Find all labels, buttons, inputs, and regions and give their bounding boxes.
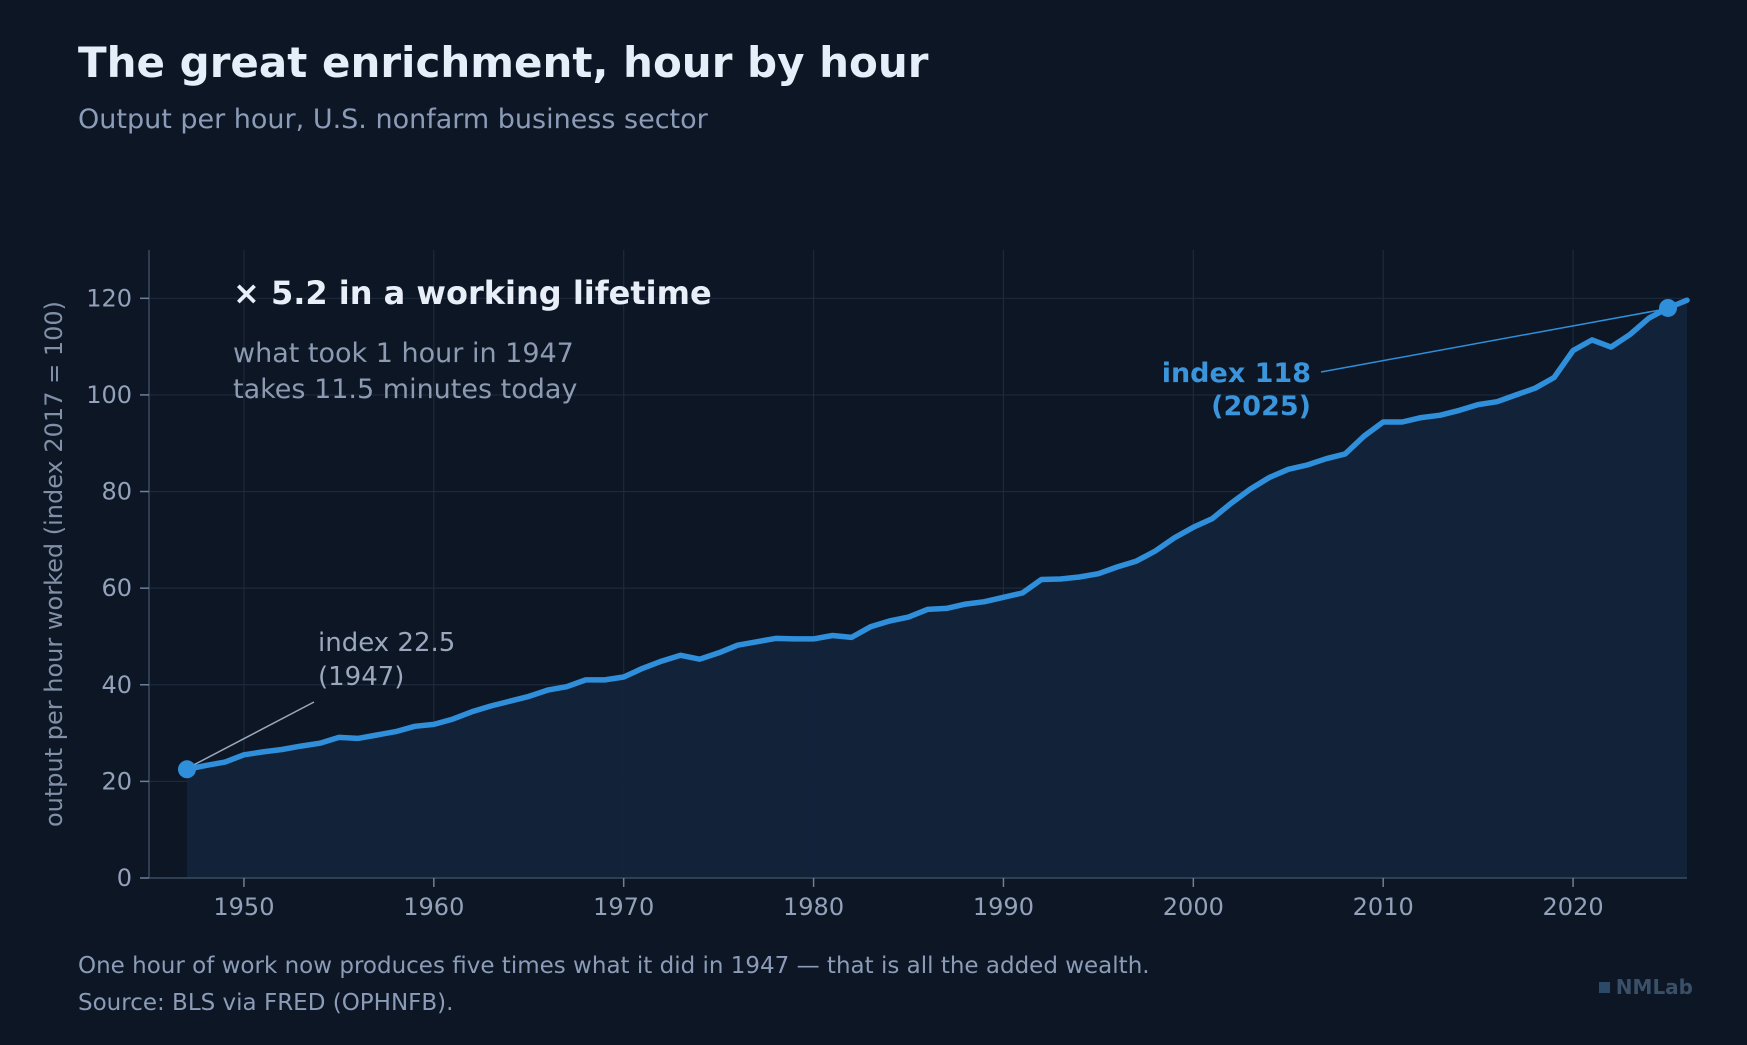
chart-subtitle: Output per hour, U.S. nonfarm business s… (78, 104, 708, 135)
end-leader-line (1320, 309, 1661, 373)
x-tick-label: 1960 (403, 893, 464, 921)
axes (148, 250, 1687, 879)
x-tick-label: 1950 (213, 893, 274, 921)
y-axis-ticks: 0 20 40 60 80 100 120 (86, 284, 149, 892)
x-tick-label: 2000 (1163, 893, 1224, 921)
brand-label: NMLab (1615, 975, 1693, 999)
growth-body-line1: what took 1 hour in 1947 (233, 338, 574, 369)
x-tick-label: 1990 (973, 893, 1034, 921)
x-tick-label: 1970 (593, 893, 654, 921)
y-tick-label: 60 (101, 574, 132, 602)
x-tick-label: 2020 (1543, 893, 1604, 921)
start-label-line2: (1947) (318, 662, 404, 692)
end-point-marker (1659, 298, 1678, 317)
y-tick-label: 40 (101, 671, 132, 699)
end-label-line2: (2025) (1211, 391, 1311, 422)
brand-mark-icon (1598, 981, 1610, 993)
y-axis-label: output per hour worked (index 2017 = 100… (40, 301, 68, 827)
series-line (184, 297, 1690, 773)
x-axis-ticks: 1950 1960 1970 1980 1990 2000 2010 2020 (213, 878, 1604, 921)
growth-headline: × 5.2 in a working lifetime (233, 274, 712, 312)
chart-title: The great enrichment, hour by hour (78, 38, 929, 87)
y-tick-label: 20 (101, 767, 132, 795)
end-label-line1: index 118 (1162, 358, 1311, 389)
y-tick-label: 120 (86, 284, 132, 312)
x-tick-label: 1980 (783, 893, 844, 921)
y-tick-label: 100 (86, 381, 132, 409)
y-tick-label: 80 (101, 478, 132, 506)
footnote: One hour of work now produces five times… (78, 953, 1150, 979)
growth-body-line2: takes 11.5 minutes today (233, 374, 577, 405)
start-label-line1: index 22.5 (318, 628, 455, 658)
area-fill (187, 300, 1687, 878)
source-note: Source: BLS via FRED (OPHNFB). (78, 990, 454, 1016)
x-tick-label: 2010 (1353, 893, 1414, 921)
start-point-marker (177, 760, 196, 779)
start-leader-line (192, 701, 315, 766)
y-tick-label: 0 (117, 864, 132, 892)
brand-logo: NMLab (1598, 975, 1693, 999)
